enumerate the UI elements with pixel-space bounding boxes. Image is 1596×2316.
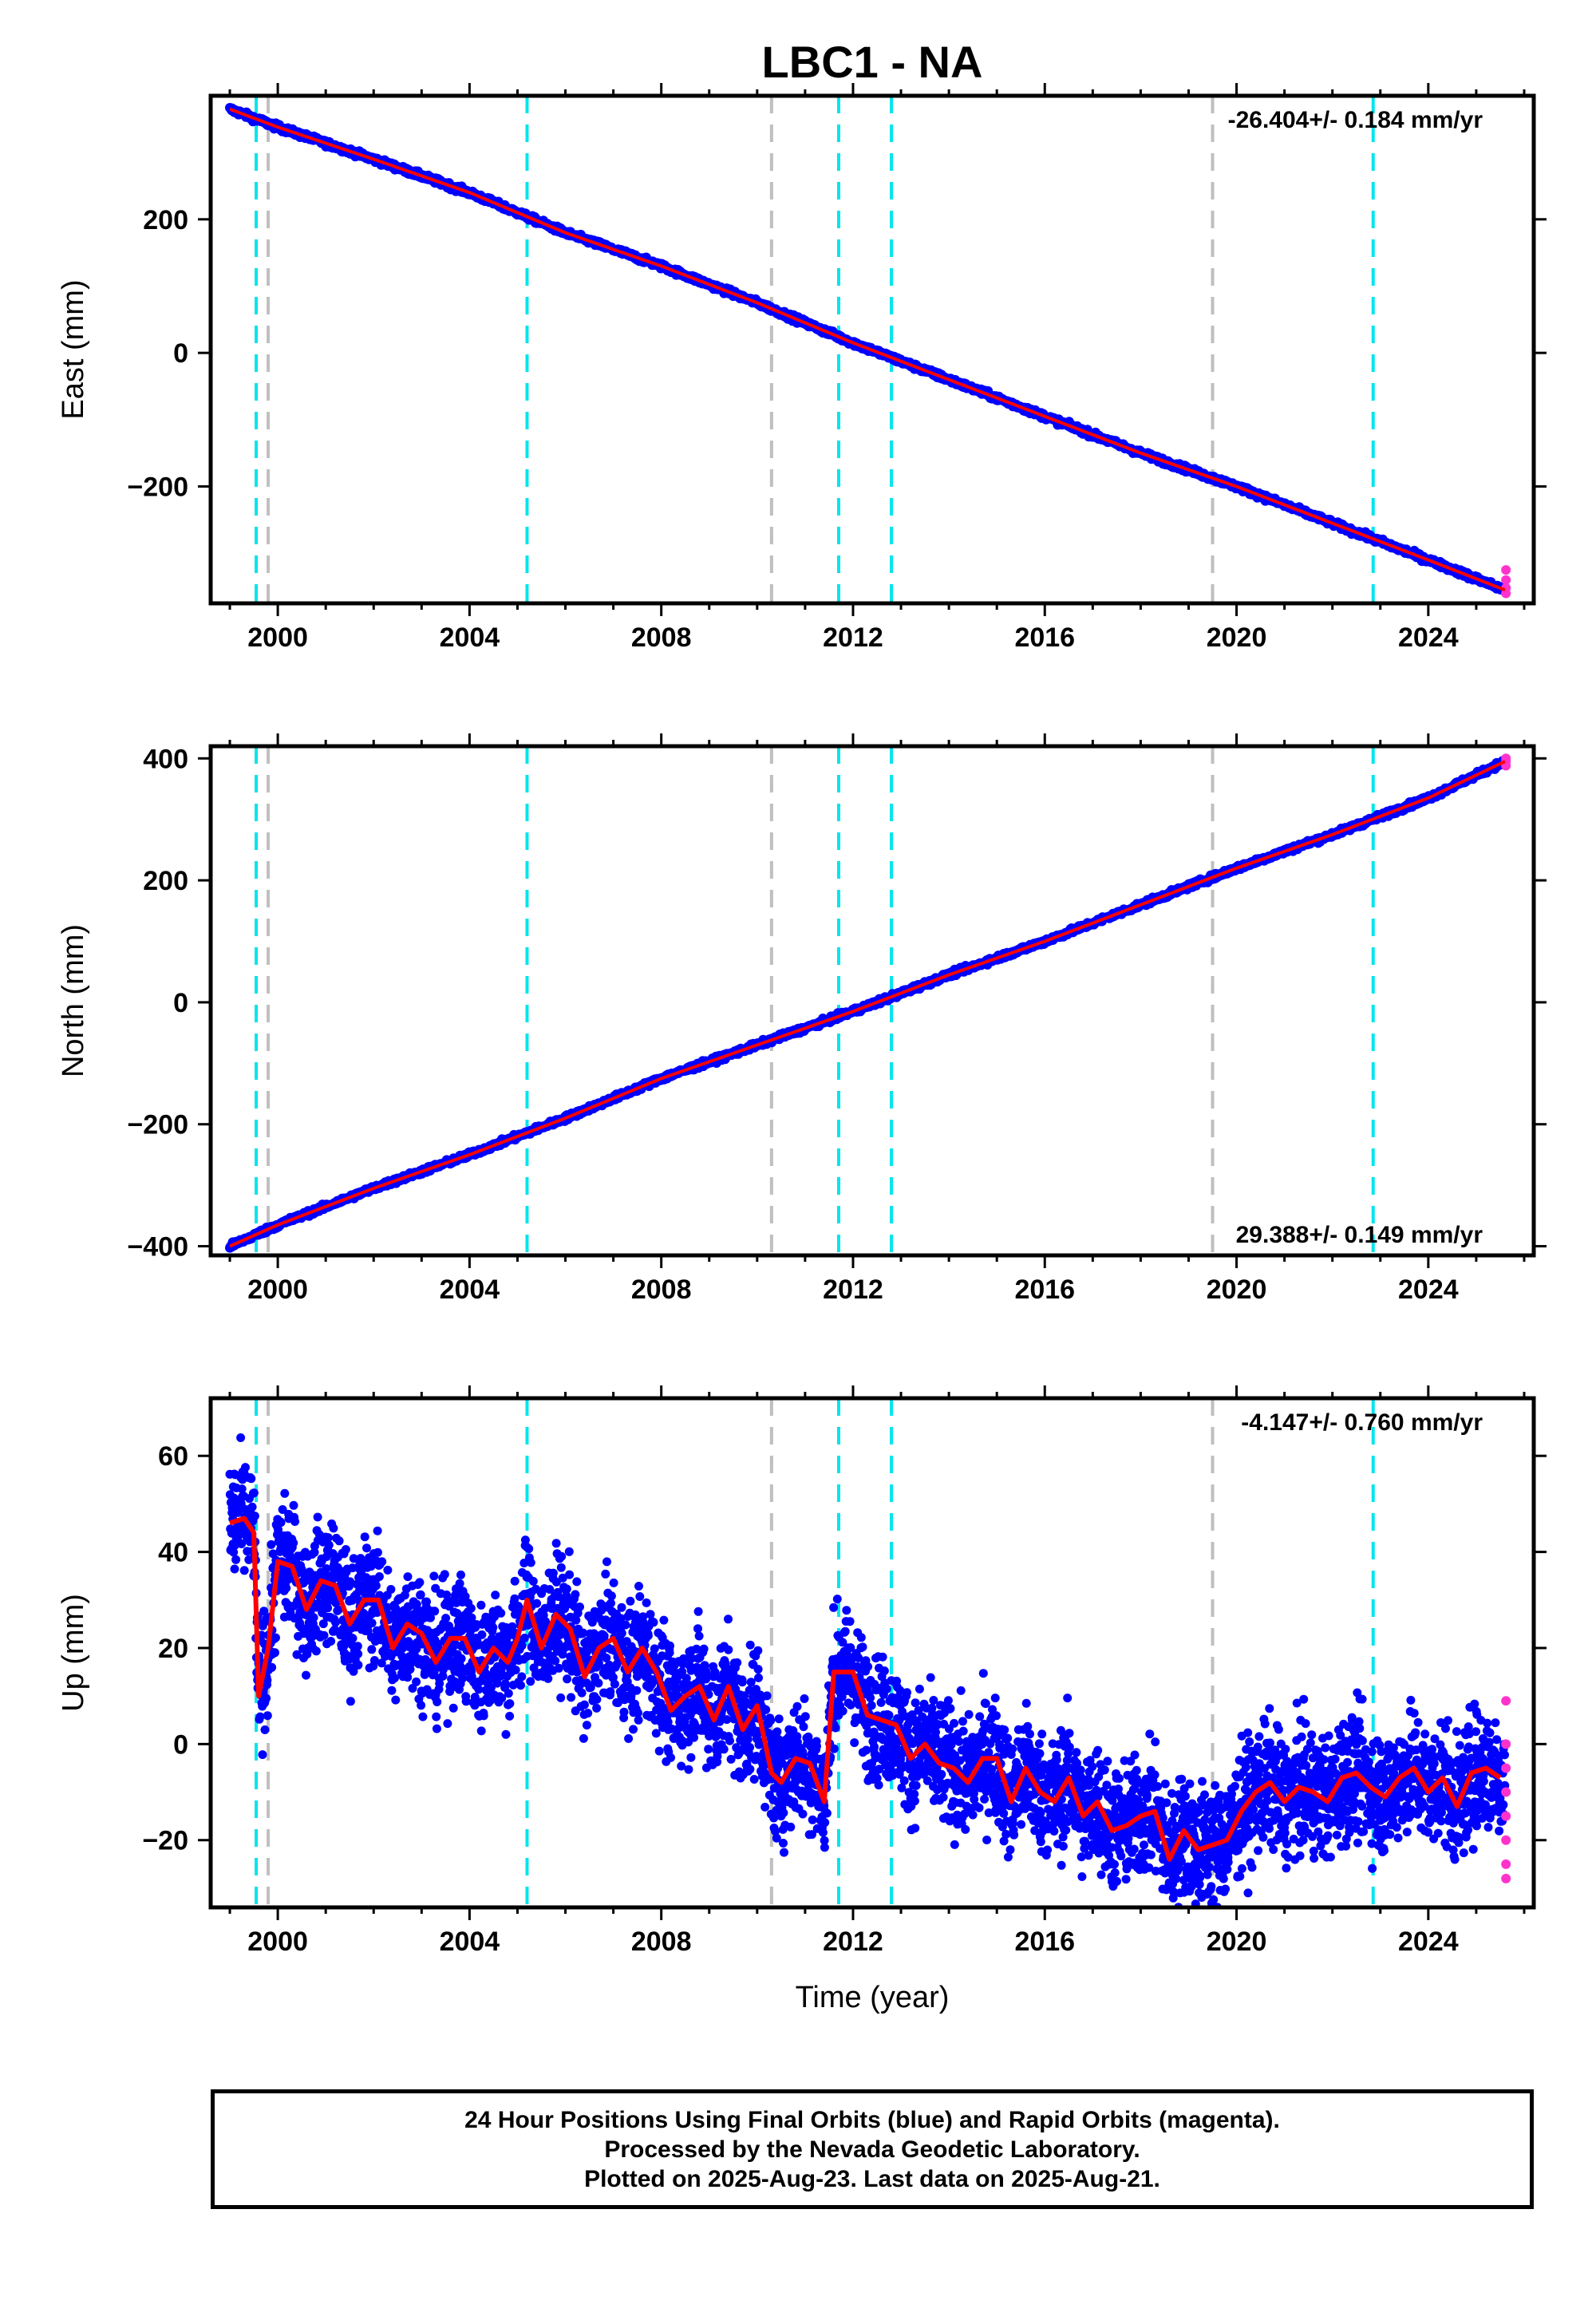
up-data-point	[289, 1538, 298, 1547]
up-data-point	[311, 1646, 321, 1656]
up-data-point	[267, 1539, 276, 1549]
east-model-line	[229, 107, 1506, 592]
up-data-point	[247, 1502, 257, 1512]
up-data-point	[247, 1474, 256, 1484]
up-data-point	[262, 1694, 271, 1703]
up-data-point	[260, 1725, 270, 1734]
up-data-point	[231, 1555, 241, 1564]
north-model-line	[229, 760, 1506, 1248]
up-data-point	[230, 1564, 239, 1574]
up-data-point	[271, 1633, 280, 1642]
east-x-tick-label: 2012	[823, 622, 883, 653]
east-panel: 2000 2004 2008 2012 2016 2020 2024 −200 0 200 East…	[57, 83, 1547, 653]
up-data-point	[244, 1555, 254, 1564]
east-y-axis-title: East (mm)	[57, 279, 90, 419]
up-data-point	[267, 1662, 277, 1672]
chart-title: LBC1 - NA	[762, 37, 983, 87]
up-panel: 2000 2004 2008 2012 2016 2020 2024−200204060Up…	[57, 1385, 1547, 1957]
up-data-point	[292, 1650, 302, 1659]
north-x-tick-label: 2008	[631, 1275, 692, 1305]
up-data-point	[237, 1484, 247, 1494]
east-x-tick-label: 2020	[1207, 622, 1267, 653]
up-plot-area	[225, 1398, 1511, 1907]
north-frame	[208, 744, 1536, 1258]
north-x-tick-label: 2000	[247, 1275, 308, 1305]
up-data-point	[309, 1613, 318, 1622]
up-data-point	[259, 1607, 269, 1616]
north-data-points	[225, 756, 1510, 1253]
up-data-point	[263, 1675, 272, 1685]
up-data-point	[313, 1512, 322, 1522]
north-y-axis-title: North (mm)	[57, 924, 90, 1077]
up-data-point	[229, 1547, 239, 1557]
up-data-point	[302, 1670, 310, 1680]
north-x-tick-label: 2004	[440, 1275, 500, 1305]
up-data-point	[257, 1630, 267, 1640]
east-x-tick-label: 2000	[247, 622, 308, 653]
east-x-tick-label: 2004	[440, 622, 500, 653]
up-data-point	[298, 1579, 308, 1588]
east-x-tick-label: 2024	[1398, 622, 1459, 653]
east-rate-label: -26.404+/- 0.184 mm/yr	[1228, 107, 1483, 133]
north-x-tick-label: 2016	[1014, 1275, 1075, 1305]
up-data-point	[278, 1505, 287, 1514]
up-data-points	[225, 1433, 1510, 1907]
east-plot-area	[225, 96, 1511, 603]
up-data-point	[239, 1566, 249, 1575]
east-x-tick-label: 2008	[631, 622, 692, 653]
up-data-point	[236, 1433, 246, 1442]
up-data-point	[241, 1463, 250, 1472]
east-rapid-point-0	[1501, 565, 1511, 575]
north-rate-label: 29.388+/- 0.149 mm/yr	[1236, 1222, 1483, 1248]
up-data-point	[237, 1539, 247, 1548]
up-data-point	[258, 1750, 267, 1760]
up-data-point	[263, 1711, 272, 1721]
up-data-point	[289, 1500, 298, 1510]
east-y-tick-label: 0	[173, 338, 188, 369]
up-data-point	[280, 1488, 290, 1498]
north-y-tick-label: −200	[127, 1110, 188, 1140]
up-data-point	[318, 1619, 328, 1629]
north-plot-area	[225, 746, 1511, 1255]
up-data-point	[249, 1488, 259, 1498]
north-x-tick-label: 2012	[823, 1275, 883, 1305]
north-panel: 2000 2004 2008 2012 2016 2020 2024 −400 −200 0 200…	[57, 733, 1547, 1305]
north-y-tick-label: 200	[143, 866, 188, 896]
east-x-tick-label: 2016	[1014, 622, 1075, 653]
east-y-tick-label: 200	[143, 205, 188, 235]
east-y-tick-label: −200	[127, 472, 188, 503]
up-data-point	[310, 1547, 319, 1557]
north-x-tick-label: 2024	[1398, 1275, 1459, 1305]
north-y-tick-label: −400	[127, 1232, 188, 1263]
north-y-tick-label: 400	[143, 744, 188, 774]
east-rapid-point-1	[1501, 575, 1511, 585]
up-data-point	[290, 1517, 300, 1526]
north-y-tick-label: 0	[173, 988, 188, 1018]
up-data-point	[255, 1712, 265, 1721]
up-data-point	[282, 1583, 291, 1593]
north-x-tick-label: 2020	[1207, 1275, 1267, 1305]
up-data-point	[250, 1512, 259, 1521]
east-frame	[208, 93, 1536, 606]
up-data-point	[276, 1518, 286, 1528]
up-data-point	[271, 1648, 279, 1658]
